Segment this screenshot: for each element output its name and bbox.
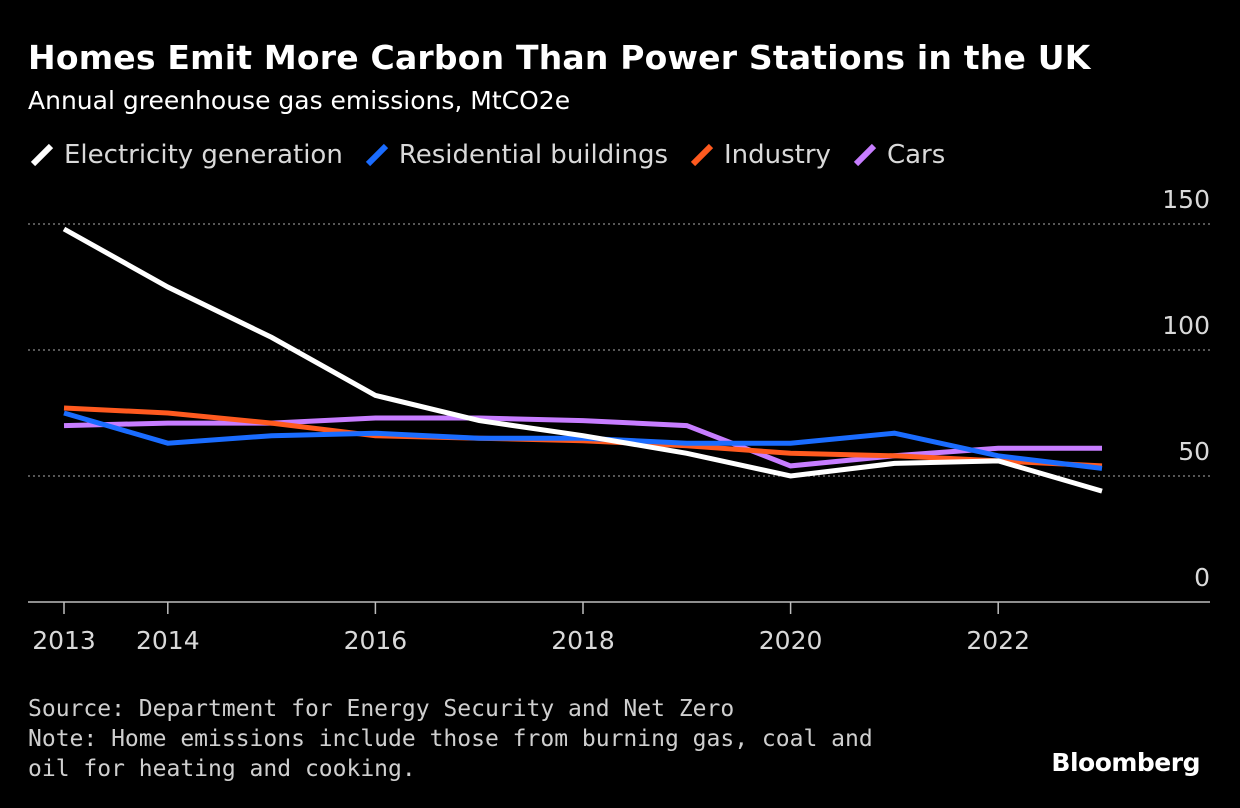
legend-swatch-cars — [853, 143, 877, 167]
chart-legend: Electricity generation Residential build… — [30, 140, 945, 170]
grid-layer — [28, 223, 1210, 477]
methodology-note: Note: Home emissions include those from … — [28, 726, 873, 782]
y-tick-label-50: 50 — [1178, 437, 1210, 466]
legend-item-electricity: Electricity generation — [30, 140, 343, 170]
legend-label-industry: Industry — [724, 140, 831, 170]
legend-label-residential: Residential buildings — [398, 140, 668, 170]
legend-label-electricity: Electricity generation — [64, 140, 343, 170]
axis-layer — [28, 601, 1210, 614]
chart-footer: Source: Department for Energy Security a… — [28, 694, 928, 784]
legend-item-cars: Cars — [853, 140, 945, 170]
x-tick-label-2018: 2018 — [551, 626, 615, 655]
y-tick-label-150: 150 — [1162, 185, 1210, 214]
source-note: Source: Department for Energy Security a… — [28, 696, 735, 722]
legend-swatch-industry — [690, 143, 714, 167]
legend-swatch-residential — [365, 143, 388, 167]
y-tick-label-0: 0 — [1194, 563, 1210, 592]
label-layer: 0 50 100 150 2013 2014 2016 2018 2020 2022 — [32, 185, 1210, 655]
series-layer — [62, 226, 1103, 494]
x-tick-label-2013: 2013 — [32, 626, 96, 655]
y-tick-label-100: 100 — [1162, 311, 1210, 340]
x-tick-label-2020: 2020 — [759, 626, 823, 655]
legend-swatch-electricity — [30, 143, 54, 167]
x-tick-label-2022: 2022 — [966, 626, 1030, 655]
legend-item-industry: Industry — [690, 140, 831, 170]
chart-title: Homes Emit More Carbon Than Power Statio… — [28, 38, 1091, 77]
x-tick-label-2016: 2016 — [344, 626, 408, 655]
series-line-electricity-generation — [62, 226, 1103, 494]
legend-label-cars: Cars — [886, 140, 946, 170]
bloomberg-logo: Bloomberg — [1051, 748, 1200, 777]
chart-subtitle: Annual greenhouse gas emissions, MtCO2e — [28, 86, 571, 115]
x-tick-label-2014: 2014 — [136, 626, 200, 655]
series-line-cars — [63, 415, 1102, 469]
legend-item-residential: Residential buildings — [365, 140, 668, 170]
